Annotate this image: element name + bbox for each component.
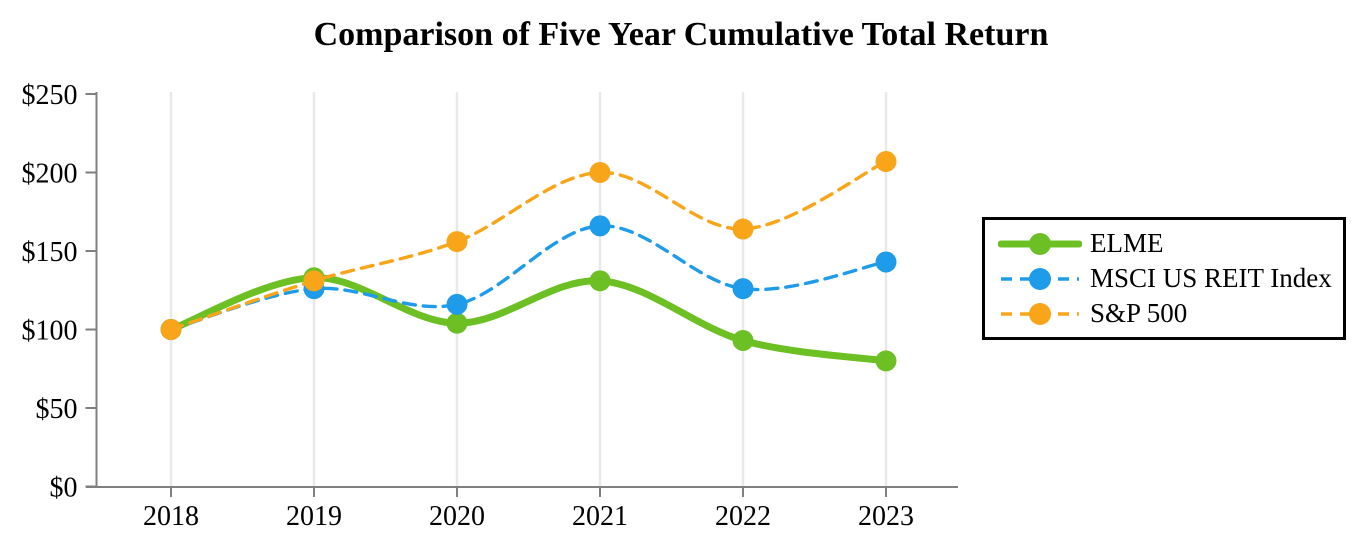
y-axis-tick-label: $0 xyxy=(50,473,78,504)
y-axis-tick-label: $250 xyxy=(22,80,78,111)
legend-label-msci: MSCI US REIT Index xyxy=(1090,263,1332,293)
data-point-elme xyxy=(446,312,468,334)
data-point-s-p-500 xyxy=(875,151,897,173)
y-axis-tick-label: $100 xyxy=(22,316,78,347)
legend-item-elme: ELME xyxy=(998,227,1343,260)
chart-legend: ELME MSCI US REIT Index S&P 500 xyxy=(982,217,1346,340)
data-point-s-p-500 xyxy=(732,218,754,240)
data-point-msci-us-reit-index xyxy=(446,293,468,315)
legend-item-msci: MSCI US REIT Index xyxy=(998,262,1343,295)
data-point-s-p-500 xyxy=(160,319,182,340)
x-axis-tick-label: 2019 xyxy=(286,501,342,532)
data-point-msci-us-reit-index xyxy=(875,251,897,273)
data-point-msci-us-reit-index xyxy=(589,215,611,237)
data-point-s-p-500 xyxy=(589,162,611,183)
legend-item-sp500: S&P 500 xyxy=(998,297,1343,330)
data-point-elme xyxy=(732,329,754,351)
data-point-elme xyxy=(589,270,611,292)
series-line-msci-us-reit-index xyxy=(169,224,888,332)
data-point-s-p-500 xyxy=(303,270,325,292)
x-axis-tick-label: 2020 xyxy=(429,501,485,532)
chart-title: Comparison of Five Year Cumulative Total… xyxy=(313,16,1049,53)
legend-line-sample-msci xyxy=(1001,267,1079,290)
y-axis-tick-label: $150 xyxy=(22,237,78,268)
legend-label-elme: ELME xyxy=(1090,228,1164,258)
x-axis-tick-label: 2021 xyxy=(572,501,628,532)
data-point-elme xyxy=(875,350,897,372)
legend-line-sample-sp500 xyxy=(1001,302,1079,325)
x-axis-tick-label: 2023 xyxy=(858,501,914,532)
data-point-s-p-500 xyxy=(446,231,468,253)
legend-line-sample-elme xyxy=(998,232,1082,255)
legend-label-sp500: S&P 500 xyxy=(1090,298,1188,328)
y-axis-tick-label: $200 xyxy=(22,159,78,190)
y-axis-tick-label: $50 xyxy=(36,394,78,425)
data-point-msci-us-reit-index xyxy=(732,278,754,300)
series-line-elme xyxy=(167,274,890,365)
x-axis-tick-label: 2018 xyxy=(143,501,199,532)
x-axis-tick-label: 2022 xyxy=(715,501,771,532)
series-line-s-p-500 xyxy=(169,159,888,332)
